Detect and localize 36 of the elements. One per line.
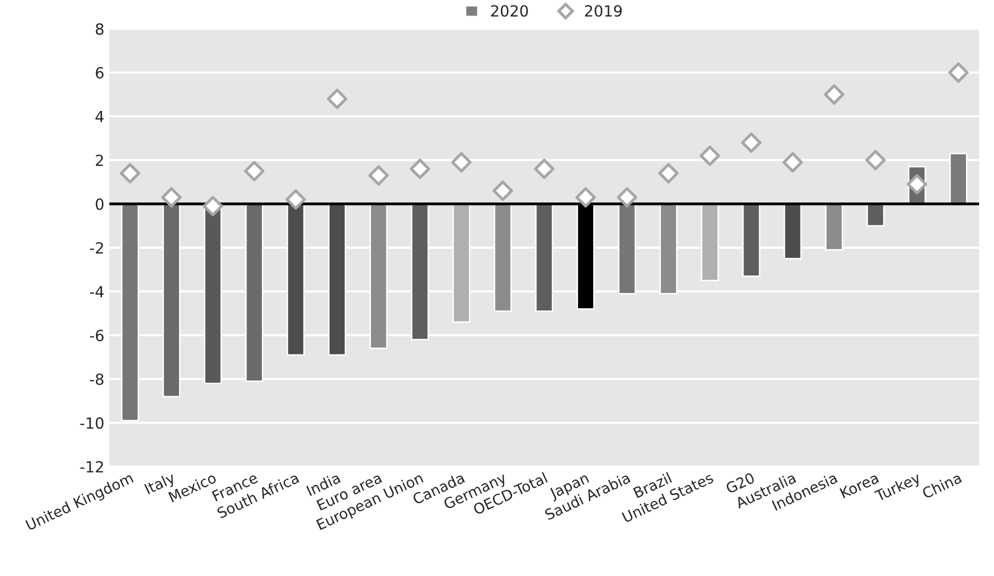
legend-label: 2019 (585, 5, 622, 17)
y-tick-label: -2 (90, 242, 103, 254)
point (534, 158, 554, 180)
point (410, 158, 430, 180)
point (575, 187, 596, 208)
point (741, 132, 762, 153)
legend-label: 2020 (491, 5, 528, 17)
point (492, 180, 513, 201)
x-tick-label: China (921, 472, 962, 499)
y-tick-label: 6 (96, 67, 104, 79)
point (824, 84, 844, 105)
y-tick-label: -12 (80, 461, 103, 472)
y-tick-label: 8 (96, 23, 104, 35)
y-tick-label: 0 (96, 198, 104, 210)
point (202, 196, 224, 216)
point (700, 146, 720, 166)
point (782, 152, 803, 172)
y-tick-label: -10 (80, 417, 104, 429)
point (948, 62, 969, 83)
point (161, 187, 182, 208)
point (120, 163, 140, 184)
bar (866, 203, 885, 226)
point (658, 163, 679, 184)
y-tick-label: -8 (90, 373, 104, 386)
point (451, 152, 472, 172)
point (616, 187, 638, 208)
point (286, 189, 306, 210)
point (865, 150, 886, 170)
point (906, 174, 928, 194)
y-tick-label: -6 (90, 330, 104, 342)
point (244, 160, 264, 182)
y-tick-label: 4 (96, 111, 104, 122)
point (326, 88, 348, 110)
y-tick-label: -4 (90, 286, 104, 298)
point (368, 165, 389, 186)
y-tick-label: 2 (96, 154, 103, 166)
